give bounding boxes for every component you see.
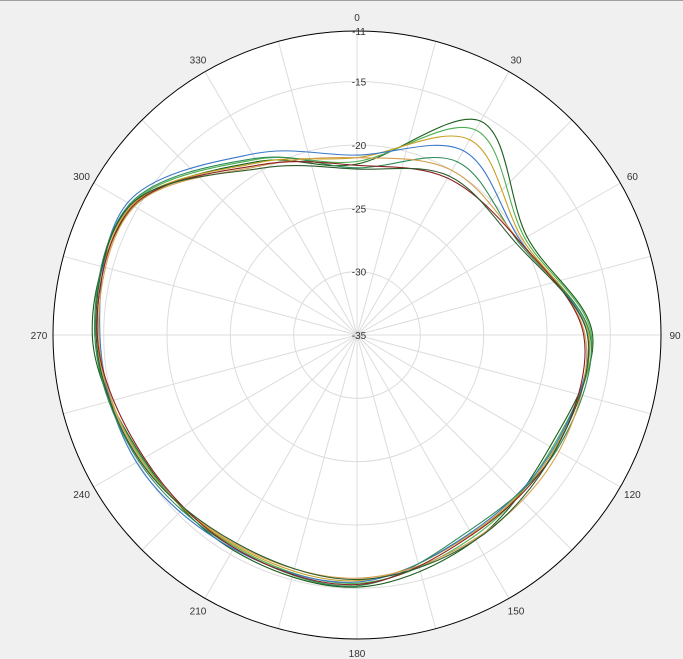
angle-tick-label: 0 — [354, 13, 360, 24]
grid-spoke-150 — [356, 334, 510, 599]
grid-spoke-30 — [356, 71, 510, 336]
grid-spoke-240 — [93, 334, 358, 488]
series-line-6 — [96, 160, 586, 586]
radial-tick-label: -30 — [352, 268, 367, 279]
radial-tick-label: -35 — [352, 331, 367, 342]
radial-tick-label: -25 — [352, 204, 367, 215]
grid-spoke-285 — [63, 255, 358, 336]
outer-ring — [52, 30, 662, 640]
angle-tick-label: 60 — [627, 172, 639, 183]
angle-tick-label: 270 — [31, 331, 48, 342]
grid-spoke-315 — [141, 119, 358, 336]
angular-grid — [53, 31, 661, 639]
grid-spoke-75 — [356, 255, 651, 336]
grid-spoke-330 — [204, 71, 358, 336]
angle-tick-label: 120 — [624, 490, 641, 501]
grid-spoke-105 — [356, 334, 651, 415]
series-layer — [91, 118, 594, 588]
series-line-2 — [96, 135, 591, 582]
grid-spoke-165 — [356, 334, 437, 629]
angle-tick-label: 30 — [510, 56, 522, 67]
angle-tick-labels: 0 30 60 90 120 150 180 210 240 270 300 330 — [31, 13, 681, 659]
grid-spoke-210 — [204, 334, 358, 599]
grid-spoke-195 — [277, 334, 358, 629]
angle-tick-label: 90 — [669, 331, 681, 342]
angle-tick-label: 210 — [190, 606, 207, 617]
series-line-4 — [94, 156, 592, 587]
grid-spoke-300 — [93, 182, 358, 336]
grid-spoke-225 — [141, 334, 358, 551]
series-line-7 — [95, 165, 590, 581]
angle-tick-label: 240 — [73, 490, 90, 501]
grid-spoke-60 — [356, 182, 621, 336]
grid-spoke-345 — [277, 41, 358, 336]
radial-tick-label: -20 — [352, 141, 367, 152]
radial-tick-labels: -35 -30 -25 -20 -15 -11 — [352, 27, 367, 342]
angle-tick-label: 300 — [73, 172, 90, 183]
series-line-3 — [99, 144, 589, 583]
radial-tick-label: -11 — [352, 27, 366, 38]
angle-tick-label: 180 — [349, 649, 366, 659]
radial-tick-label: -15 — [352, 78, 367, 89]
angle-tick-label: 330 — [190, 56, 207, 67]
grid-spoke-135 — [356, 334, 573, 551]
grid-spoke-45 — [356, 119, 573, 336]
grid-spoke-120 — [356, 334, 621, 488]
grid-spoke-15 — [356, 41, 437, 336]
angle-tick-label: 150 — [508, 606, 525, 617]
